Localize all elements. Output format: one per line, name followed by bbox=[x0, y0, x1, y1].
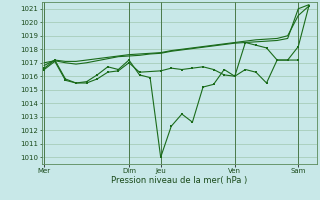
X-axis label: Pression niveau de la mer( hPa ): Pression niveau de la mer( hPa ) bbox=[111, 176, 247, 185]
